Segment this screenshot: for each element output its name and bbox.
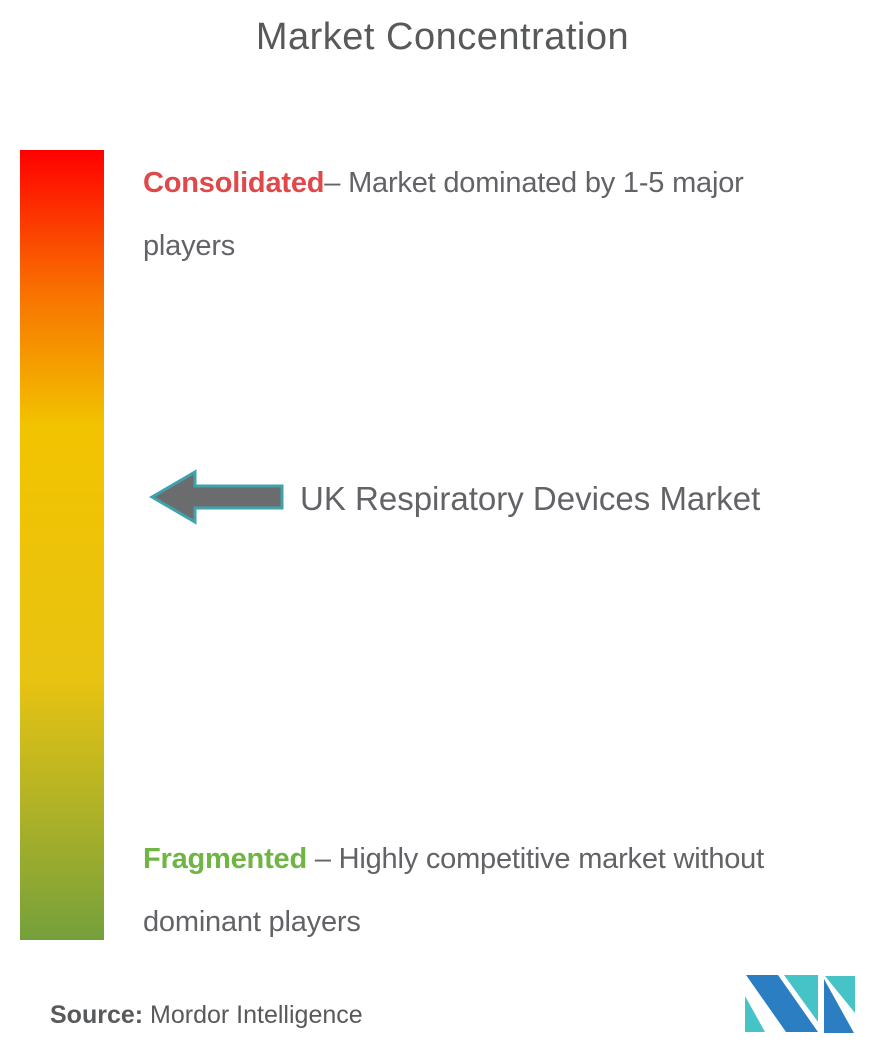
source-attribution: Source: Mordor Intelligence (50, 1000, 363, 1030)
source-prefix: Source: (50, 1001, 144, 1029)
mordor-intelligence-logo (745, 975, 855, 1033)
logo-teal-bottom-left-triangle (745, 996, 765, 1032)
logo-blue-right-triangle (824, 979, 854, 1033)
fragmented-line1-rest: – Highly competitive market without (306, 843, 764, 875)
source-name: Mordor Intelligence (143, 1001, 363, 1029)
consolidated-label: Consolidated (143, 167, 325, 199)
concentration-gradient-bar (20, 150, 104, 940)
left-arrow-icon (149, 469, 284, 525)
consolidated-line1-rest: – Market dominated by 1-5 major (324, 167, 744, 199)
fragmented-line2: dominant players (143, 906, 361, 938)
market-name-label: UK Respiratory Devices Market (300, 480, 761, 517)
fragmented-description: Fragmented – Highly competitive market w… (143, 828, 764, 954)
logo-teal-right-bar (825, 976, 855, 1013)
chart-title: Market Concentration (255, 16, 630, 58)
consolidated-line2: players (143, 230, 236, 262)
consolidated-line1: Consolidated– Market dominated by 1-5 ma… (143, 152, 744, 215)
logo-teal-top-right-triangle (784, 975, 818, 1022)
fragmented-line1: Fragmented – Highly competitive market w… (143, 828, 764, 891)
consolidated-description: Consolidated– Market dominated by 1-5 ma… (143, 152, 744, 278)
fragmented-label: Fragmented (143, 843, 307, 875)
logo-blue-diagonal-band (746, 975, 818, 1032)
left-arrow-shape (149, 469, 284, 525)
